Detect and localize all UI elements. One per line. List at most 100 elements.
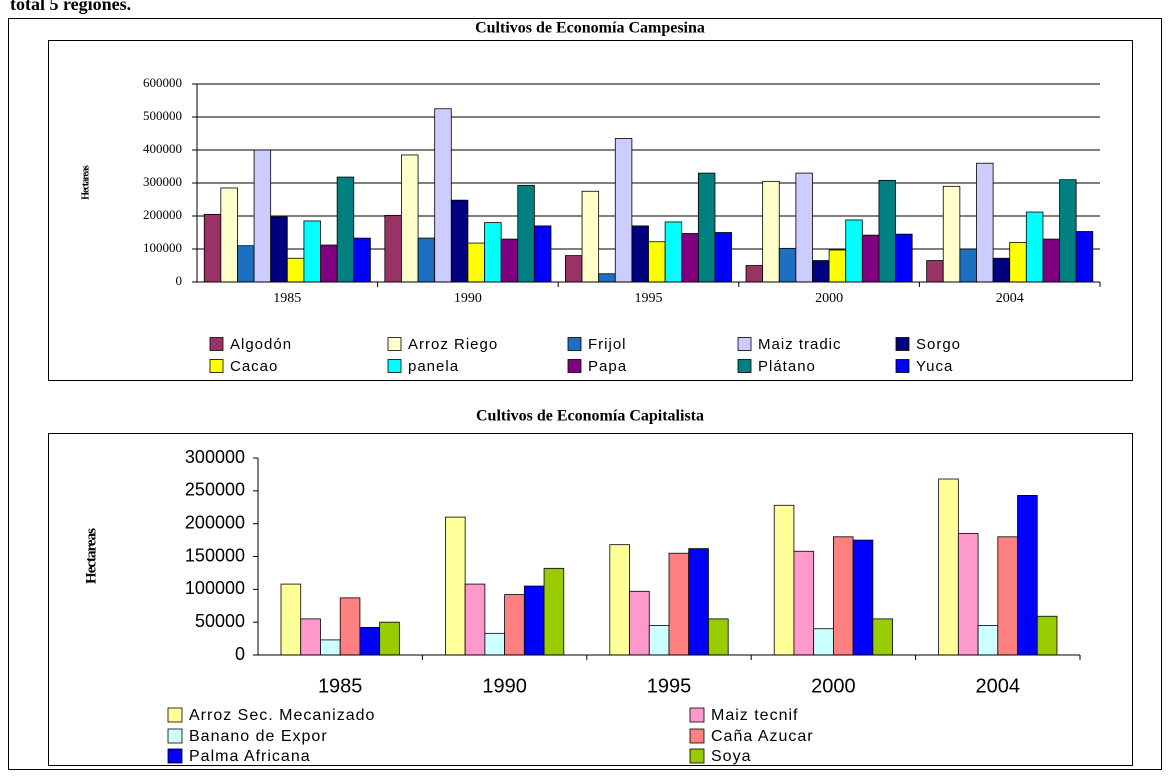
x-tick-label: 2000: [815, 291, 843, 306]
bar: [631, 225, 649, 283]
x-tick-label: 1985: [273, 291, 301, 306]
bar: [861, 234, 880, 283]
y-axis-label: Hectareas: [80, 165, 91, 200]
bar: [253, 149, 272, 283]
legend-label: Soya: [711, 748, 751, 765]
y-tick-label: 100000: [143, 240, 182, 255]
y-tick-label: 0: [176, 273, 183, 288]
legend-swatch: [387, 337, 402, 351]
legend-swatch: [895, 337, 910, 351]
chart-title: Cultivos de Economía Campesina: [475, 20, 705, 37]
bar: [450, 199, 469, 283]
y-tick-label: 150000: [185, 545, 245, 565]
chart-title: Cultivos de Economía Capitalista: [476, 408, 704, 425]
bar: [533, 225, 552, 283]
y-tick-label: 300000: [185, 447, 245, 467]
bar: [270, 216, 288, 283]
bar: [942, 185, 961, 283]
bar: [203, 213, 222, 283]
y-tick-label: 0: [235, 644, 245, 664]
bar: [852, 539, 874, 656]
legend-swatch: [689, 707, 705, 723]
y-tick-label: 100000: [185, 578, 245, 598]
bar: [1009, 241, 1027, 283]
x-tick-label: 1990: [482, 675, 527, 697]
bar: [565, 255, 583, 283]
bar: [484, 222, 502, 283]
y-tick-label: 250000: [185, 480, 245, 500]
bar: [303, 220, 321, 283]
bar: [1017, 495, 1038, 656]
bar: [359, 627, 381, 656]
legend-swatch: [209, 359, 224, 373]
bar: [878, 179, 896, 283]
legend-label: Sorgo: [916, 336, 961, 353]
bar: [417, 237, 436, 283]
bar: [957, 533, 979, 656]
bar: [280, 583, 302, 656]
bar: [708, 618, 729, 656]
bar: [379, 621, 400, 656]
bar: [976, 162, 994, 283]
bar: [300, 618, 321, 656]
legend-label: Banano de Expor: [189, 728, 328, 745]
bar: [938, 478, 959, 656]
bar: [992, 257, 1011, 283]
y-axis-label: Hectareas: [83, 528, 99, 584]
bar: [895, 233, 913, 283]
bar: [484, 632, 506, 656]
bar: [813, 628, 834, 656]
legend-swatch: [167, 748, 183, 764]
bar: [629, 590, 650, 656]
bar: [237, 245, 255, 283]
bar: [762, 180, 780, 283]
legend-swatch: [167, 707, 183, 723]
outer-frame: [8, 18, 1162, 770]
x-tick-label: 1995: [647, 675, 692, 697]
legend-label: panela: [408, 358, 459, 375]
bar: [778, 247, 797, 283]
bar: [648, 625, 670, 656]
legend-label: Maiz tradic: [758, 336, 842, 353]
x-tick-label: 1985: [318, 675, 363, 697]
legend-label: Caña Azucar: [711, 728, 814, 745]
legend-swatch: [387, 359, 402, 373]
legend-label: Arroz Riego: [408, 336, 498, 353]
y-tick-label: 400000: [143, 141, 182, 156]
y-tick-label: 300000: [143, 174, 182, 189]
bar: [1042, 238, 1060, 283]
bar: [320, 244, 338, 283]
bar: [648, 241, 666, 283]
bar: [581, 190, 600, 283]
legend-swatch: [737, 359, 752, 373]
legend-swatch: [689, 748, 705, 764]
bar: [467, 242, 485, 283]
bar: [845, 219, 863, 283]
x-tick-label: 1995: [635, 291, 663, 306]
legend-label: Algodón: [230, 336, 292, 353]
x-tick-label: 1990: [454, 291, 482, 306]
bar: [609, 544, 630, 656]
bar: [384, 214, 402, 283]
bar: [504, 594, 525, 656]
bar: [1059, 179, 1077, 283]
bar: [401, 154, 419, 283]
bar: [745, 265, 764, 283]
bar: [828, 249, 847, 283]
legend-swatch: [737, 337, 752, 351]
bar: [872, 618, 893, 656]
bar: [681, 233, 699, 283]
bar: [614, 138, 633, 283]
legend-label: Cacao: [230, 358, 278, 375]
heading: total 5 regiones.: [10, 0, 131, 14]
bar: [286, 257, 305, 283]
y-tick-label: 50000: [195, 611, 245, 631]
bar: [320, 639, 341, 656]
y-tick-label: 500000: [143, 108, 182, 123]
bar: [464, 583, 486, 656]
bar: [500, 238, 519, 283]
legend-swatch: [689, 728, 705, 744]
bar: [445, 516, 466, 656]
bar: [793, 550, 815, 656]
